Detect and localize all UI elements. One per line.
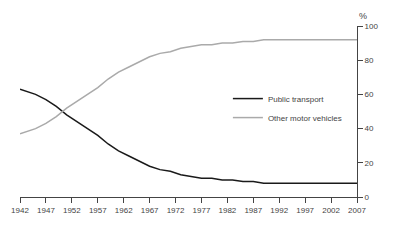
- svg-text:1947: 1947: [37, 206, 55, 215]
- svg-text:60: 60: [365, 90, 374, 99]
- svg-text:2002: 2002: [322, 206, 340, 215]
- svg-text:Other motor vehicles: Other motor vehicles: [268, 114, 342, 123]
- svg-text:1992: 1992: [270, 206, 288, 215]
- svg-text:Public transport: Public transport: [268, 95, 324, 104]
- svg-text:1957: 1957: [89, 206, 107, 215]
- svg-text:1952: 1952: [63, 206, 81, 215]
- svg-text:1962: 1962: [115, 206, 133, 215]
- svg-text:2007: 2007: [348, 206, 366, 215]
- svg-text:1972: 1972: [167, 206, 185, 215]
- svg-text:%: %: [359, 11, 367, 21]
- svg-text:20: 20: [365, 159, 374, 168]
- svg-text:1977: 1977: [193, 206, 211, 215]
- svg-text:40: 40: [365, 124, 374, 133]
- svg-text:0: 0: [365, 193, 370, 202]
- svg-text:1987: 1987: [244, 206, 262, 215]
- svg-text:1967: 1967: [141, 206, 159, 215]
- svg-text:1997: 1997: [296, 206, 314, 215]
- svg-text:1982: 1982: [218, 206, 236, 215]
- svg-text:1942: 1942: [11, 206, 29, 215]
- svg-text:80: 80: [365, 56, 374, 65]
- svg-text:100: 100: [365, 22, 379, 31]
